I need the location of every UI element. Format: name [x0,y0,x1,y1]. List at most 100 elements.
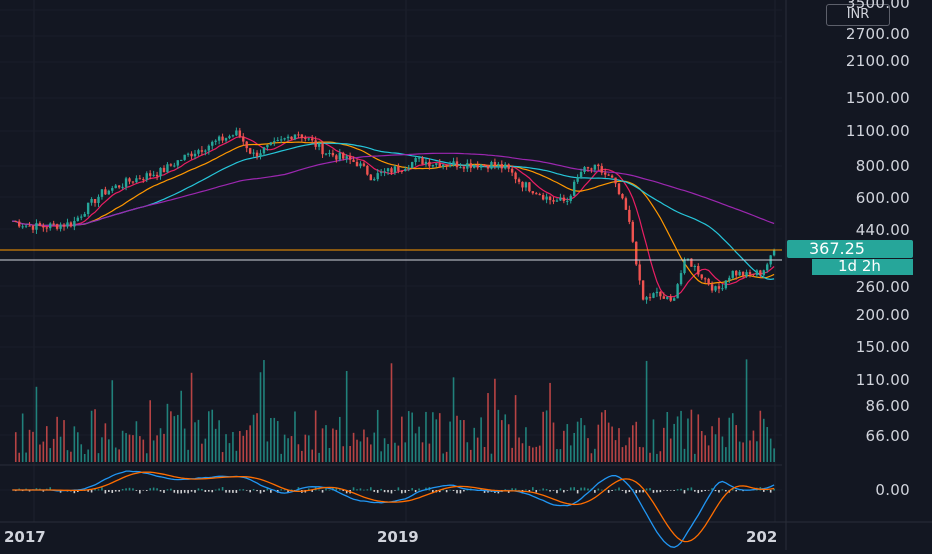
candle-body [290,136,293,140]
volume-bar [735,425,738,462]
candle-body [486,164,490,169]
price-tick: 2100.00 [845,52,910,70]
candle-body [738,271,741,276]
macd-hist-bar [404,490,407,493]
candle-body [648,297,652,299]
volume-bar [390,363,393,462]
volume-bar [245,430,248,462]
candle-body [610,175,614,178]
candles[interactable] [14,127,776,304]
macd-hist-bar [600,489,603,491]
candle-body [679,273,683,285]
volume-bar [39,444,41,462]
currency-selector[interactable]: INR [826,4,890,26]
volume-bar [597,424,600,462]
candle-body [35,223,38,230]
candle-body [710,284,714,291]
volume-bar [301,450,303,462]
candle-body [483,164,486,166]
volume-bar [552,422,555,462]
macd-hist-bar [645,488,648,491]
macd-hist-bar [407,490,410,491]
macd-hist-bar [180,490,183,494]
volume-bar [394,442,396,462]
volume-tick: 86.00 [865,397,910,415]
macd-hist-bar [583,487,586,491]
volume-bar [14,432,17,462]
candle-body [331,152,335,156]
macd-hist-bar [173,490,176,493]
volume-bar [287,438,289,462]
macd-hist-bar [139,490,141,494]
candle-body [410,162,414,169]
candle-body [469,163,472,168]
macd-hist-bar [663,490,665,491]
volume-bar [545,410,548,462]
macd-hist-bar [132,488,134,491]
volume-bar [87,449,89,462]
volume-bar [118,449,120,462]
macd-hist-bar [239,489,241,491]
macd-hist-bar [676,489,679,491]
volume-bar [704,435,706,462]
volume-bar [197,419,200,462]
macd-hist-bar [201,488,203,491]
candle-body [707,278,710,285]
volume-bar [442,453,444,462]
macd-tick: 0.00 [875,481,910,499]
candle-body [524,182,528,188]
candle-body [631,221,634,242]
volume-bar [56,416,58,462]
candle-body [76,217,80,222]
volume-bar [328,447,331,462]
macd-hist-bar [187,490,189,494]
volume-bar [773,448,775,462]
volume-bar [332,428,334,462]
volume-tick: 66.00 [865,427,910,445]
volume-bar [80,444,83,462]
macd-hist-bar [87,490,89,492]
candle-body [145,173,148,180]
time-label: 202 [746,528,778,546]
volume-bar [121,430,124,462]
volume-bar [600,412,603,462]
volume-bar [649,452,651,462]
volume-bar [463,420,465,462]
candle-body [324,153,328,155]
volume-bar [631,425,634,462]
volume-bar [742,442,744,462]
candle-body [207,145,210,151]
volume-bar [421,442,424,462]
macd-hist-bar [483,490,486,493]
candle-body [90,198,93,203]
volume-bar [559,449,562,462]
countdown-badge: 1d 2h [812,257,913,275]
volume-bar [135,421,138,462]
volume-bar [731,413,734,462]
volume-bar [494,378,496,462]
volume-bar [700,431,703,462]
candle-body [510,168,514,173]
macd-hist-bar [683,490,686,494]
volume-bar [628,437,631,462]
macd-hist-bar [697,490,700,494]
macd-hist-bar [618,487,620,491]
macd-hist-bar [538,489,541,491]
volume-bar [249,425,251,462]
volume-bar [680,410,682,462]
candle-body [762,270,765,276]
candle-body [221,136,224,141]
volume-bar [556,449,558,462]
macd-hist-bar [166,489,169,491]
volume-bar [759,410,762,462]
candle-body [197,150,200,154]
candle-body [204,150,207,152]
volume-bar [77,432,79,462]
macd-hist-bar [249,490,251,493]
macd-hist-bar [463,490,465,492]
volume-bar [170,411,172,462]
candle-body [566,200,569,202]
volume-bar [63,420,65,462]
